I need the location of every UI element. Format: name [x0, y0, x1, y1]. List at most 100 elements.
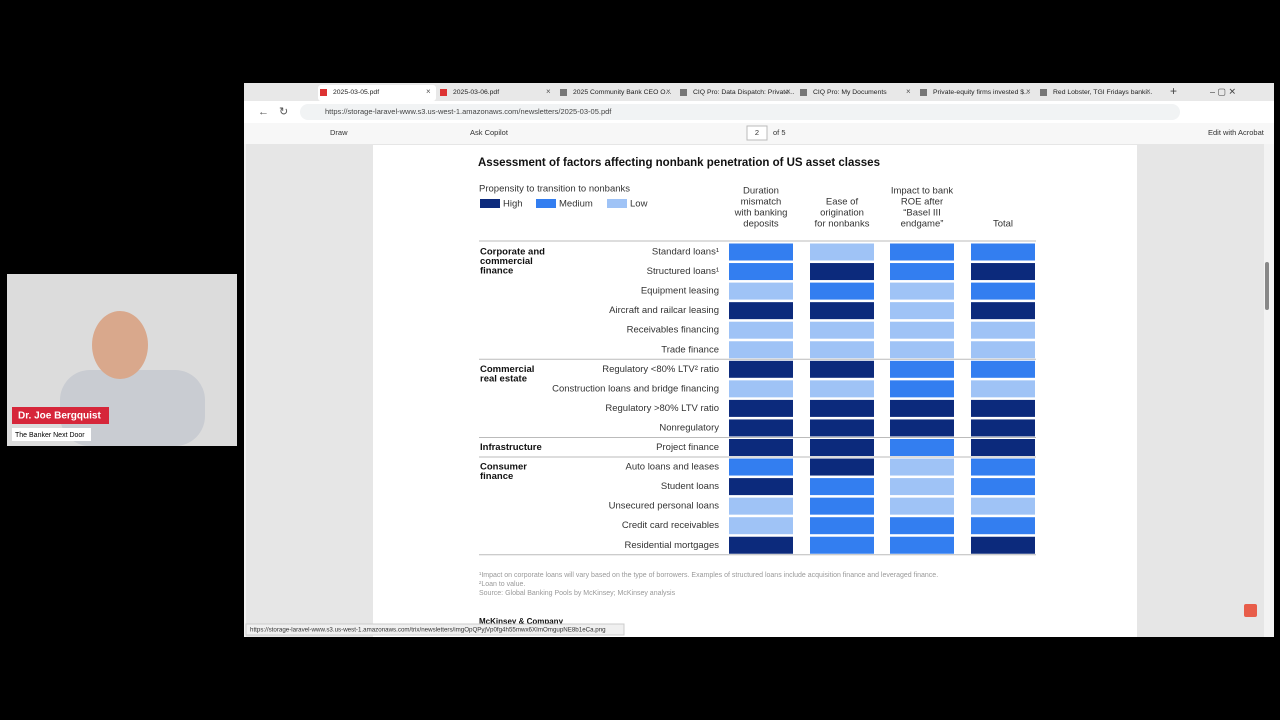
tab-icon — [920, 89, 927, 96]
tab[interactable] — [678, 85, 796, 101]
heat-cell — [729, 439, 793, 456]
tab-icon — [1040, 89, 1047, 96]
heat-cell — [810, 263, 874, 281]
heat-cell — [890, 243, 954, 261]
heat-cell — [729, 497, 793, 515]
heat-cell — [890, 360, 954, 378]
tab-close[interactable]: × — [906, 87, 911, 96]
draw-button[interactable]: Draw — [330, 128, 348, 137]
heat-cell — [890, 380, 954, 398]
heat-cell — [971, 517, 1035, 535]
copilot-button[interactable]: Ask Copilot — [470, 128, 509, 137]
heat-cell — [971, 302, 1035, 320]
tab-close[interactable]: × — [786, 87, 791, 96]
legend-swatch — [607, 199, 627, 208]
tab-icon — [320, 89, 327, 96]
window-controls[interactable]: – ▢ ✕ — [1210, 86, 1236, 96]
footnote: ²Loan to value. — [479, 581, 525, 588]
tab[interactable] — [798, 85, 916, 101]
page-box[interactable] — [746, 125, 768, 141]
legend-swatch — [480, 199, 500, 208]
row-label: Unsecured personal loans — [609, 501, 720, 512]
row-label: Student loans — [661, 481, 719, 492]
tab-title[interactable]: CIQ Pro: Data Dispatch: Private... — [693, 89, 795, 96]
reload-button[interactable]: ↻ — [279, 106, 288, 118]
group-label: Corporate and — [480, 247, 545, 258]
row-label: Standard loans¹ — [652, 247, 719, 258]
name-plate — [12, 407, 109, 424]
row-label: Construction loans and bridge financing — [552, 383, 719, 394]
column-header: for nonbanks — [815, 219, 870, 230]
tab-title[interactable]: CIQ Pro: My Documents — [813, 89, 887, 96]
back-button[interactable]: ← — [258, 106, 269, 118]
heat-cell — [971, 282, 1035, 300]
tab-close[interactable]: × — [1026, 87, 1031, 96]
heat-cell — [971, 399, 1035, 417]
scrollbar-thumb[interactable] — [1265, 262, 1269, 310]
tab-title[interactable]: Red Lobster, TGI Fridays banki... — [1053, 89, 1153, 96]
tab-title[interactable]: 2025-03-05.pdf — [333, 89, 379, 96]
address-field[interactable] — [300, 104, 1180, 120]
column-header: deposits — [743, 219, 779, 230]
heat-cell — [890, 321, 954, 339]
new-tab-button[interactable]: + — [1170, 84, 1177, 98]
heat-cell — [729, 478, 793, 496]
heat-cell — [890, 399, 954, 417]
webcam-person-head — [92, 311, 148, 379]
heat-cell — [890, 439, 954, 456]
page-number[interactable]: 2 — [755, 128, 759, 137]
tab-close[interactable]: × — [546, 87, 551, 96]
row-label: Credit card receivables — [622, 520, 719, 531]
webcam-person-body — [60, 370, 205, 446]
group-label: commercial — [480, 256, 533, 267]
row-label: Project finance — [656, 442, 719, 453]
heat-cell — [729, 263, 793, 281]
legend-label: Medium — [559, 199, 593, 210]
chart-title: Assessment of factors affecting nonbank … — [478, 157, 880, 169]
acrobat-icon[interactable] — [1244, 604, 1257, 617]
row-label: Structured loans¹ — [647, 266, 719, 277]
column-header: with banking — [734, 208, 788, 219]
tab[interactable] — [1038, 85, 1156, 101]
heat-cell — [729, 321, 793, 339]
tab-close[interactable]: × — [666, 87, 671, 96]
row-label: Residential mortgages — [624, 540, 719, 551]
heat-cell — [890, 458, 954, 476]
tab[interactable] — [438, 85, 556, 101]
heat-cell — [890, 282, 954, 300]
tab-title[interactable]: 2025 Community Bank CEO O... — [573, 89, 671, 96]
tab[interactable] — [558, 85, 676, 101]
heat-cell — [971, 263, 1035, 281]
heat-cell — [810, 517, 874, 535]
heat-cell — [971, 419, 1035, 437]
heat-cell — [810, 419, 874, 437]
group-label: finance — [480, 266, 513, 277]
group-label: Commercial — [480, 364, 534, 375]
heat-cell — [810, 360, 874, 378]
group-label: real estate — [480, 373, 527, 384]
tab-title[interactable]: Private-equity firms invested $... — [933, 89, 1030, 96]
row-label: Equipment leasing — [641, 286, 719, 297]
tab-title[interactable]: 2025-03-06.pdf — [453, 89, 499, 96]
heat-cell — [971, 497, 1035, 515]
tab[interactable] — [318, 85, 436, 101]
show-plate — [12, 428, 91, 441]
heat-cell — [729, 380, 793, 398]
footnote: ¹Impact on corporate loans will vary bas… — [479, 572, 938, 579]
tab-close[interactable]: × — [1146, 87, 1151, 96]
tab-close[interactable]: × — [426, 87, 431, 96]
heat-cell — [729, 458, 793, 476]
tab-icon — [680, 89, 687, 96]
url[interactable]: https://storage-laravel-www.s3.us-west-1… — [325, 107, 612, 116]
heat-cell — [810, 282, 874, 300]
heat-cell — [810, 341, 874, 359]
tab[interactable] — [918, 85, 1036, 101]
group-label: Infrastructure — [480, 442, 542, 453]
footnote: Source: Global Banking Pools by McKinsey… — [479, 590, 676, 597]
heat-cell — [890, 302, 954, 320]
legend-label: Low — [630, 199, 648, 210]
heat-cell — [729, 399, 793, 417]
acrobat-button[interactable]: Edit with Acrobat — [1208, 128, 1265, 137]
tab-icon — [560, 89, 567, 96]
